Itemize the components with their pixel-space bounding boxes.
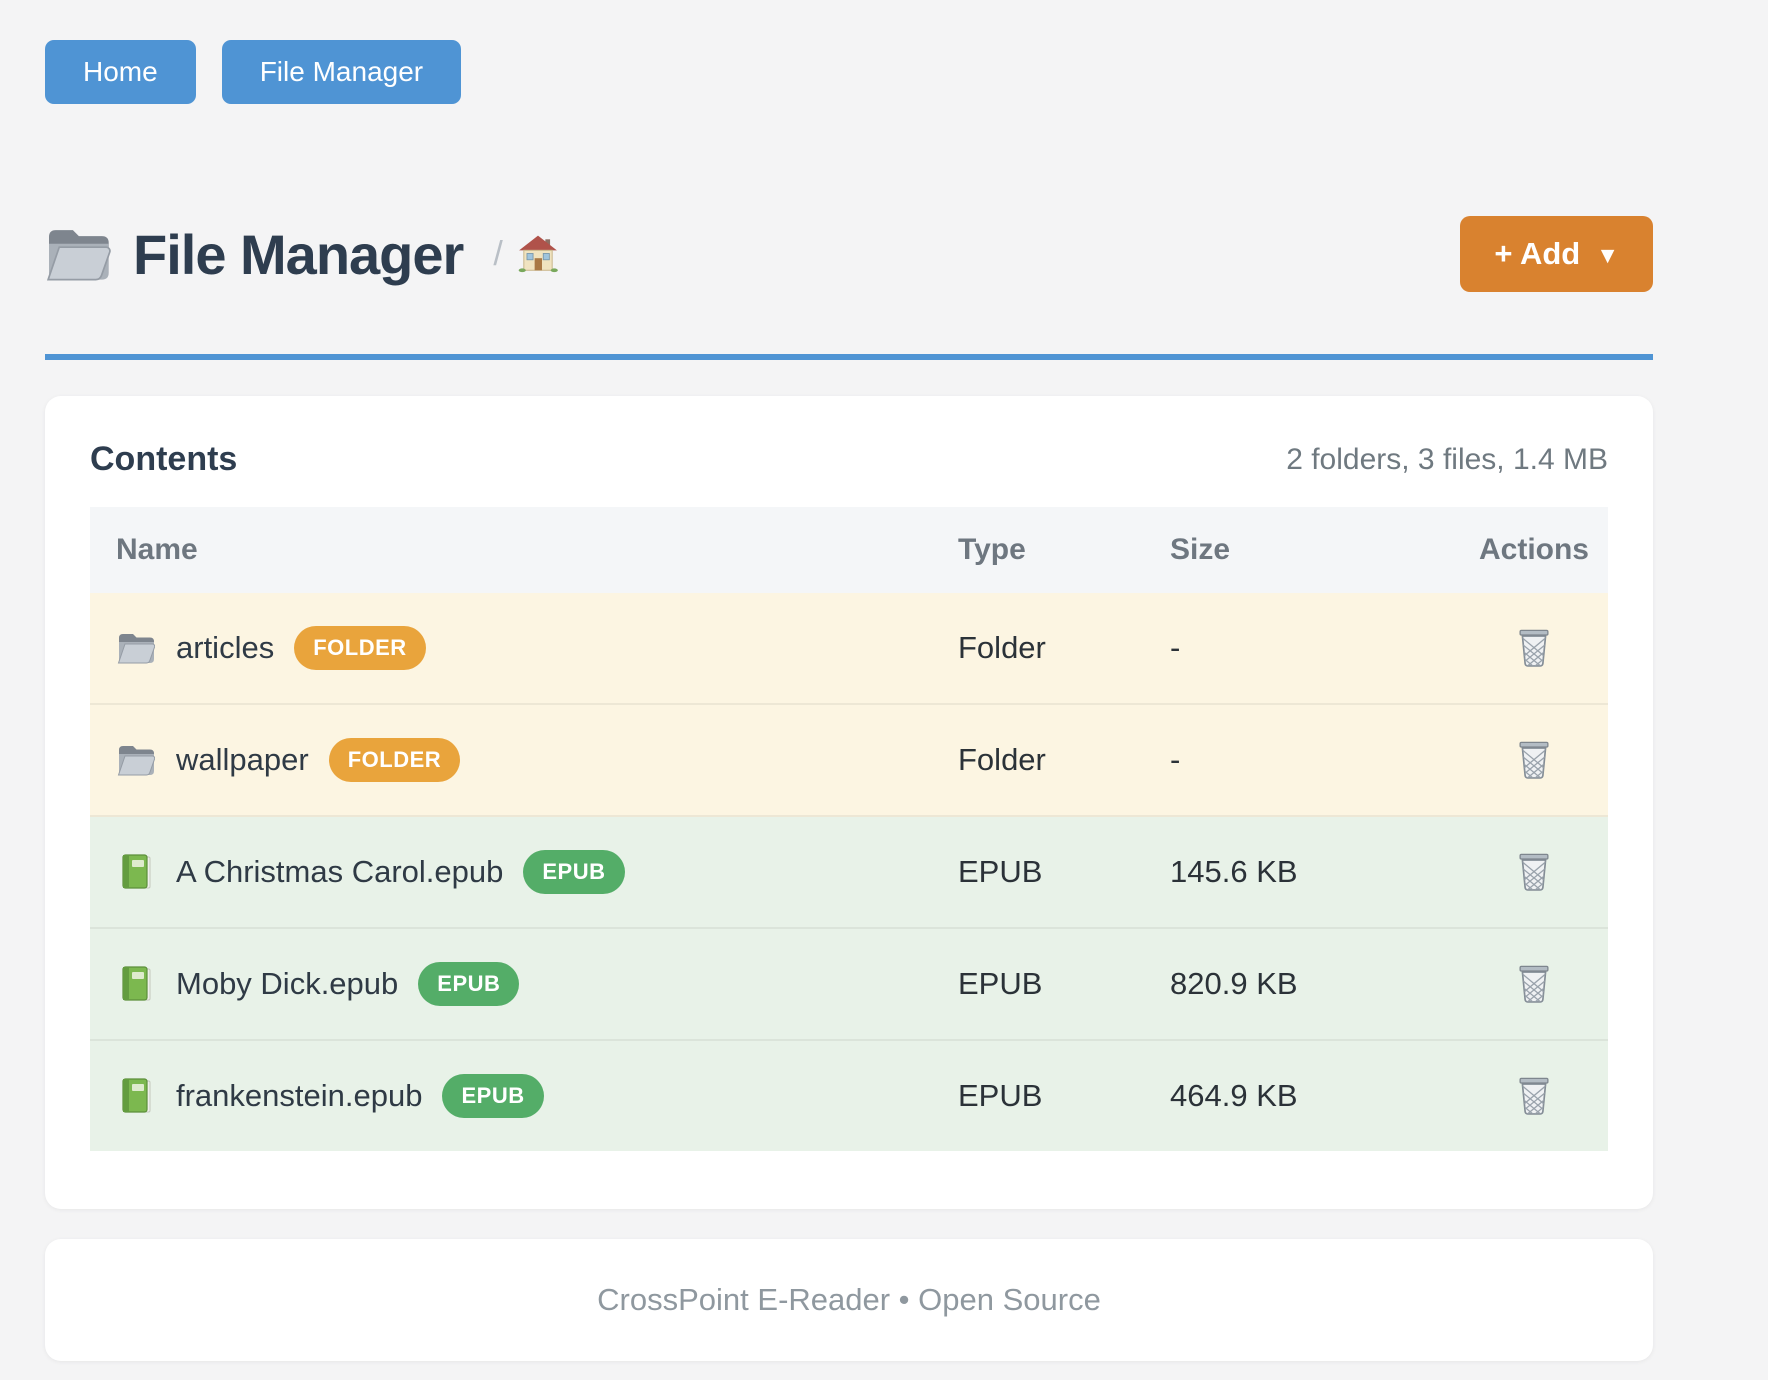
row-type: Folder — [958, 742, 1046, 778]
row-badge: FOLDER — [328, 738, 461, 783]
book-icon — [116, 1077, 156, 1115]
add-button-label: + Add — [1494, 236, 1581, 272]
contents-summary: 2 folders, 3 files, 1.4 MB — [1286, 442, 1608, 476]
column-header-actions: Actions — [1478, 533, 1589, 567]
row-name-cell: Moby Dick.epub EPUB — [90, 962, 958, 1007]
table-row: wallpaper FOLDER Folder - — [90, 705, 1608, 818]
row-name-cell: articles FOLDER — [90, 626, 958, 671]
table-row: articles FOLDER Folder - — [90, 593, 1608, 706]
trash-icon — [1516, 851, 1552, 894]
row-badge: EPUB — [418, 962, 520, 1007]
row-type: EPUB — [958, 854, 1043, 890]
top-nav: Home File Manager — [45, 40, 1653, 104]
row-name-label[interactable]: articles — [176, 630, 275, 666]
table-body: articles FOLDER Folder - wallpa — [90, 593, 1608, 1152]
row-actions-cell — [1460, 735, 1608, 786]
row-badge: EPUB — [442, 1074, 544, 1119]
house-icon[interactable] — [517, 233, 559, 275]
table-row: A Christmas Carol.epub EPUB EPUB 145.6 K… — [90, 817, 1608, 930]
home-nav-button[interactable]: Home — [45, 40, 196, 104]
row-size: 145.6 KB — [1170, 854, 1298, 890]
trash-icon — [1516, 627, 1552, 670]
book-icon — [116, 853, 156, 891]
page-title: File Manager — [133, 222, 464, 286]
delete-button[interactable] — [1512, 847, 1556, 898]
row-actions-cell — [1460, 847, 1608, 898]
footer-text: CrossPoint E-Reader • Open Source — [597, 1282, 1101, 1318]
page: Home File Manager File Manager / — [45, 0, 1653, 1362]
file-table: Name Type Size Actions articles FOLDER F… — [90, 507, 1608, 1152]
table-row: frankenstein.epub EPUB EPUB 464.9 KB — [90, 1041, 1608, 1152]
page-header: File Manager / + Add ▼ — [45, 184, 1653, 324]
contents-card-header: Contents 2 folders, 3 files, 1.4 MB — [90, 440, 1608, 479]
folder-icon — [116, 631, 156, 665]
breadcrumb-separator: / — [493, 234, 503, 273]
column-header-type: Type — [958, 533, 1026, 567]
row-name-label[interactable]: A Christmas Carol.epub — [176, 854, 504, 890]
row-type: EPUB — [958, 966, 1043, 1002]
table-header-row: Name Type Size Actions — [90, 507, 1608, 594]
row-name-label[interactable]: frankenstein.epub — [176, 1078, 423, 1114]
row-size: - — [1170, 742, 1181, 778]
add-button[interactable]: + Add ▼ — [1460, 216, 1653, 293]
file-manager-nav-button[interactable]: File Manager — [221, 40, 462, 104]
folder-icon — [45, 225, 111, 283]
column-header-size: Size — [1170, 533, 1231, 567]
row-type: EPUB — [958, 1078, 1043, 1114]
delete-button[interactable] — [1512, 959, 1556, 1010]
delete-button[interactable] — [1512, 1071, 1556, 1122]
trash-icon — [1516, 1075, 1552, 1118]
row-size: - — [1170, 630, 1181, 666]
row-name-label[interactable]: Moby Dick.epub — [176, 966, 399, 1002]
row-type: Folder — [958, 630, 1046, 666]
row-size: 820.9 KB — [1170, 966, 1298, 1002]
row-name-label[interactable]: wallpaper — [176, 742, 309, 778]
row-actions-cell — [1460, 1071, 1608, 1122]
row-badge: EPUB — [523, 850, 625, 895]
row-name-cell: wallpaper FOLDER — [90, 738, 958, 783]
row-actions-cell — [1460, 959, 1608, 1010]
delete-button[interactable] — [1512, 623, 1556, 674]
table-row: Moby Dick.epub EPUB EPUB 820.9 KB — [90, 929, 1608, 1042]
delete-button[interactable] — [1512, 735, 1556, 786]
title-divider — [45, 354, 1653, 361]
column-header-name: Name — [116, 533, 198, 567]
folder-icon — [116, 743, 156, 777]
contents-card: Contents 2 folders, 3 files, 1.4 MB Name… — [45, 396, 1653, 1210]
row-badge: FOLDER — [294, 626, 426, 671]
trash-icon — [1516, 963, 1552, 1006]
book-icon — [116, 965, 156, 1003]
chevron-down-icon: ▼ — [1596, 241, 1619, 268]
row-name-cell: frankenstein.epub EPUB — [90, 1074, 958, 1119]
row-size: 464.9 KB — [1170, 1078, 1298, 1114]
row-actions-cell — [1460, 623, 1608, 674]
row-name-cell: A Christmas Carol.epub EPUB — [90, 850, 958, 895]
trash-icon — [1516, 739, 1552, 782]
contents-heading: Contents — [90, 440, 238, 479]
footer-card: CrossPoint E-Reader • Open Source — [45, 1239, 1653, 1362]
